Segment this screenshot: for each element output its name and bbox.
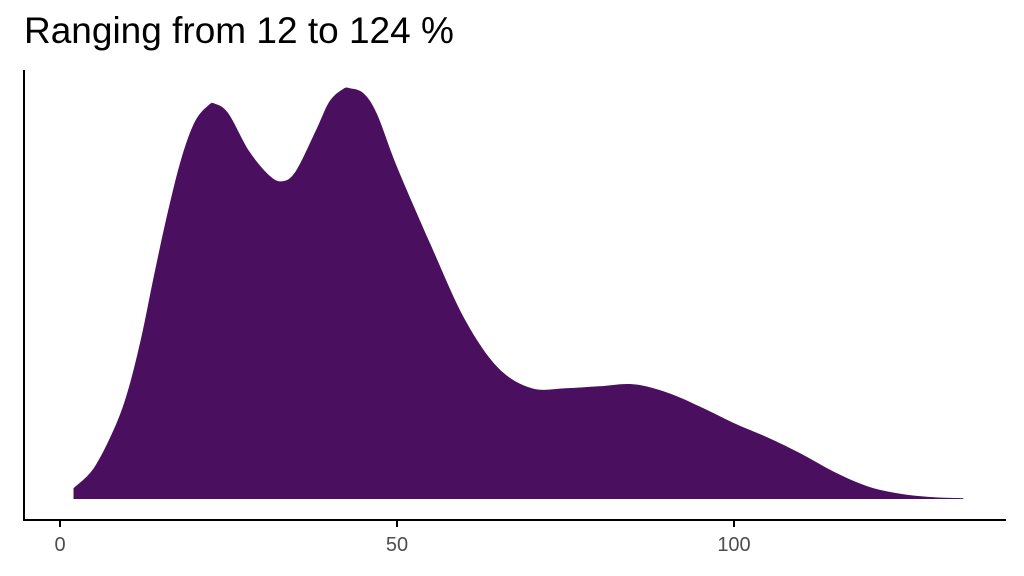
density-area (73, 87, 964, 499)
x-tick-label: 100 (717, 534, 750, 556)
x-axis-ticks: 0 50 100 (54, 520, 751, 556)
density-area-layer (73, 87, 964, 499)
x-tick-label: 50 (386, 534, 408, 556)
x-tick-label: 0 (54, 534, 65, 556)
chart-title: Ranging from 12 to 124 % (24, 10, 454, 51)
